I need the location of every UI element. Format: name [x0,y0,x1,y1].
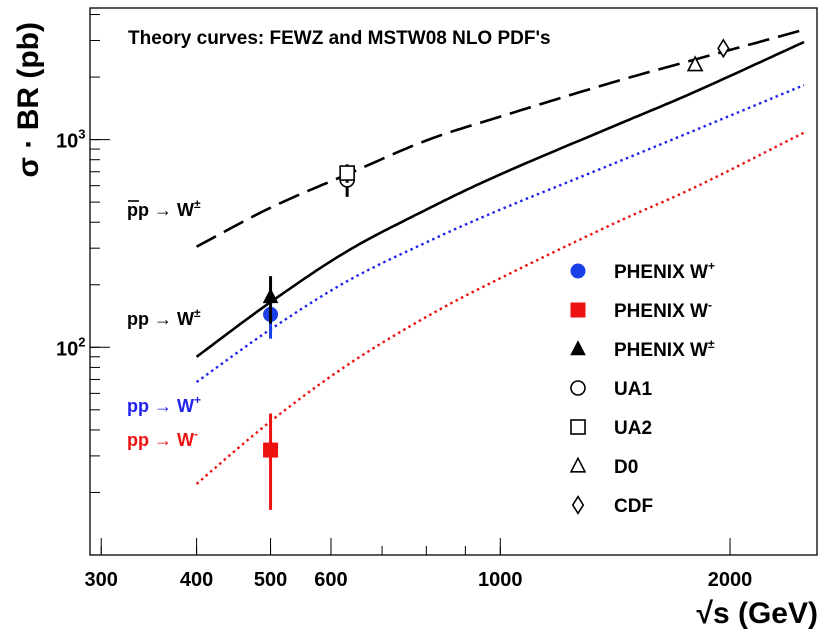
data-point-marker [339,165,355,181]
legend-label: CDF [614,496,653,517]
curve-label: pp → W- [127,427,198,450]
legend-label: PHENIX W [614,340,708,361]
curve-label-text: pp → W [127,309,194,329]
y-tick-label: 102 [56,334,85,360]
data-points [262,38,730,510]
y-tick-label: 103 [56,127,85,153]
x-tick-label: 600 [314,569,347,591]
curve-label: pp → W± [127,197,201,220]
legend-marker [570,340,586,356]
y-tick-exponent: 2 [78,334,85,349]
legend-label-sup: ± [708,337,715,351]
legend-label: UA2 [614,418,652,439]
legend-label: UA1 [614,379,652,400]
chart-title: Theory curves: FEWZ and MSTW08 NLO PDF's [128,28,551,49]
data-point-marker [686,55,704,72]
legend-entry: UA2 [614,418,652,439]
legend-marker [570,419,586,435]
x-tick-label: 300 [85,569,118,591]
y-axis-label: σ · BR (pb) [12,22,45,177]
curve-ppbar-W-pm [195,28,805,248]
curve-label: pp → W± [127,306,201,329]
data-point-marker [717,38,730,59]
y-tick-base: 10 [56,131,78,153]
legend-entry: PHENIX W+ [614,259,715,283]
legend-entry: UA1 [614,379,652,400]
curve-label-text: pp → W [127,200,194,220]
legend-label: PHENIX W [614,262,708,283]
legend-marker [571,495,585,515]
curve-labels: pp → W±pp → W±pp → W+pp → W- [127,197,201,450]
legend-marker [570,263,586,279]
legend-label: PHENIX W [614,301,708,322]
legend-entry: CDF [614,496,653,517]
curve-pp-W-minus [195,131,805,485]
x-tick-label: 2000 [708,569,753,591]
plot-frame [89,7,818,556]
y-tick-exponent: 3 [78,127,85,142]
legend-entry: D0 [614,457,638,478]
x-axis-label: √s (GeV) [697,597,819,630]
legend-entry: PHENIX W- [614,298,712,322]
legend-entry: PHENIX W± [614,337,715,361]
curve-label-sup: - [194,427,198,441]
curve-label-sup: ± [194,197,201,211]
legend-marker [570,380,586,396]
curve-label-sup: + [194,393,201,407]
legend-marker [569,456,587,473]
y-tick-base: 10 [56,338,78,360]
legend-marker [570,302,586,318]
legend-label-sup: + [708,259,715,273]
legend-label-sup: - [708,298,712,312]
curve-pp-W-plus [195,83,805,384]
x-tick-label: 1000 [478,569,523,591]
theory-curves [195,28,805,485]
data-point-marker [262,288,279,304]
curve-label-sup: ± [194,306,201,320]
x-tick-label: 400 [180,569,213,591]
data-point-marker [263,442,279,458]
curve-label: pp → W+ [127,393,201,416]
curve-label-text: pp → W [127,396,194,416]
legend-label: D0 [614,457,638,478]
curve-pp-W-pm [195,40,805,358]
curve-label-text: pp → W [127,430,194,450]
x-tick-label: 500 [254,569,287,591]
